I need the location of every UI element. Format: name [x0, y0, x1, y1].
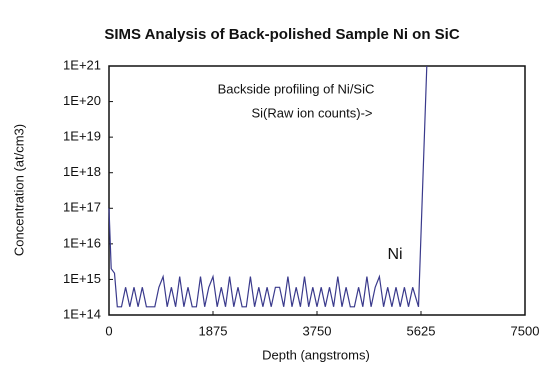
x-tick-label: 1875	[199, 323, 228, 338]
annotation: Si(Raw ion counts)->	[251, 105, 372, 120]
y-tick-label: 1E+16	[63, 235, 101, 250]
chart-title: SIMS Analysis of Back-polished Sample Ni…	[104, 26, 460, 43]
y-tick-label: 1E+17	[63, 200, 101, 215]
x-tick-label: 7500	[511, 323, 540, 338]
annotation: Backside profiling of Ni/SiC	[218, 81, 375, 96]
series-label: Ni	[387, 246, 402, 263]
y-tick-label: 1E+20	[63, 93, 101, 108]
y-tick-label: 1E+15	[63, 271, 101, 286]
x-axis-label: Depth (angstroms)	[262, 347, 370, 362]
y-tick-label: 1E+21	[63, 57, 101, 72]
y-tick-label: 1E+18	[63, 164, 101, 179]
data-line	[108, 65, 428, 308]
x-tick-label: 5625	[407, 323, 436, 338]
y-tick-label: 1E+14	[63, 306, 101, 321]
y-tick-label: 1E+19	[63, 129, 101, 144]
plot-frame	[108, 65, 526, 316]
y-axis-label: Concentration (at/cm3)	[11, 124, 26, 256]
x-tick-label: 0	[105, 323, 112, 338]
x-tick-label: 3750	[303, 323, 332, 338]
